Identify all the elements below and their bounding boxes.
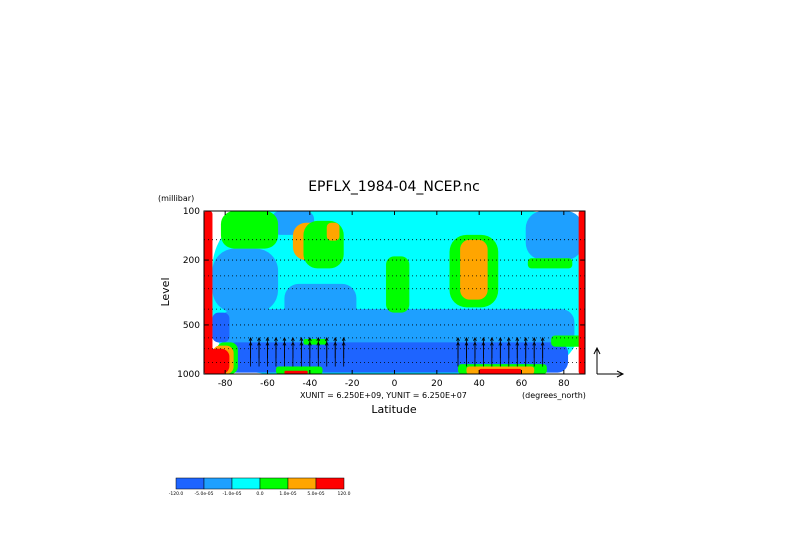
- chart-title: EPFLX_1984-04_NCEP.nc: [308, 179, 480, 195]
- ep-flux-vectors: [248, 336, 545, 367]
- vector-arrow-head: [523, 336, 528, 342]
- contour-region-16: [527, 258, 573, 269]
- vector-ref-vertical-head: [593, 346, 601, 355]
- x-tick-label: 20: [431, 379, 443, 389]
- x-tick-label: 60: [516, 379, 528, 389]
- vector-arrow-head: [324, 336, 329, 342]
- colorbar-label: -1.0e-05: [223, 491, 242, 497]
- contour-region-12: [326, 222, 340, 241]
- colorbar-label: 1.0e-05: [279, 491, 296, 497]
- vector-scale-text: XUNIT = 6.250E+09, YUNIT = 6.250E+07: [300, 391, 467, 400]
- contour-region-8: [212, 312, 230, 343]
- vector-arrow-head: [257, 336, 261, 342]
- y-tick-label: 1000: [177, 370, 200, 380]
- contour-region-15: [460, 239, 488, 300]
- y-axis-label: Level: [159, 277, 172, 306]
- x-tick-label: 80: [558, 379, 570, 389]
- colorbar-label: 5.0e-05: [307, 491, 324, 497]
- vector-arrow-head: [490, 336, 494, 342]
- y-tick-label: 100: [183, 207, 200, 217]
- x-unit-label: (degrees_north): [522, 391, 586, 400]
- vector-arrow-head: [333, 336, 338, 342]
- y-unit-label: (millibar): [158, 194, 194, 203]
- x-tick-label: -60: [260, 379, 275, 389]
- vector-arrow-head: [481, 336, 486, 342]
- colorbar-label: -5.0e-05: [195, 491, 214, 497]
- vector-arrow-head: [299, 336, 304, 342]
- colorbar-label: 120.0: [338, 491, 351, 497]
- contour-region-19: [284, 370, 308, 374]
- contour-region-4: [525, 211, 583, 261]
- contour-region-27: [204, 211, 213, 374]
- vector-arrow-head: [316, 336, 321, 342]
- colorbar-swatch: [175, 477, 205, 490]
- x-tick-label: -80: [218, 379, 233, 389]
- vector-arrow-head: [341, 336, 346, 342]
- contour-region-13: [386, 256, 410, 313]
- contour-region-26: [551, 335, 583, 347]
- colorbar-label: -120.0: [169, 491, 184, 497]
- vector-arrow-head: [456, 336, 460, 342]
- vector-arrow-head: [282, 336, 287, 342]
- vector-arrow-head: [307, 336, 312, 342]
- x-axis-ticks: -80 -60 -40 -20 0 20 40 60 80: [218, 211, 570, 389]
- colorbar-swatch: [203, 477, 233, 490]
- colorbar: -120.0 -5.0e-05 -1.0e-05 0.0 1.0e-05 5.0e-05 1…: [169, 477, 351, 497]
- vector-reference-arrows: [593, 346, 625, 378]
- y-tick-label: 200: [183, 256, 200, 266]
- contour-region-17: [303, 339, 327, 345]
- contour-region-9: [220, 211, 279, 249]
- colorbar-swatch: [287, 477, 317, 490]
- colorbar-label: 0.0: [256, 491, 263, 497]
- vector-arrow-head: [291, 336, 295, 342]
- vector-arrow-head: [540, 336, 545, 342]
- vector-arrow-head: [464, 336, 469, 342]
- vector-arrow-head: [498, 336, 503, 342]
- vector-arrow-head: [473, 336, 477, 342]
- contour-fill: [204, 211, 585, 374]
- colorbar-swatch: [259, 477, 289, 490]
- vector-arrow-head: [265, 336, 270, 342]
- plot-area: -80 -60 -40 -20 0 20 40 60 80 100 200 500 1000: [177, 207, 586, 389]
- vector-arrow-head: [274, 336, 278, 342]
- vector-arrow-head: [248, 336, 253, 342]
- x-tick-label: 0: [392, 379, 398, 389]
- vector-arrow-head: [506, 336, 511, 342]
- x-tick-label: 40: [473, 379, 485, 389]
- plot-frame: [203, 210, 586, 375]
- contour-region-1: [212, 248, 279, 313]
- vector-ref-horizontal-head: [616, 370, 625, 378]
- vector-arrow-head: [532, 336, 537, 342]
- colorbar-swatch: [231, 477, 261, 490]
- x-axis-label: Latitude: [371, 403, 417, 416]
- colorbar-swatch: [315, 477, 345, 490]
- x-tick-label: -20: [345, 379, 360, 389]
- x-tick-label: -40: [302, 379, 317, 389]
- vector-arrow-head: [515, 336, 520, 342]
- y-tick-label: 500: [183, 321, 200, 331]
- contour-region-28: [578, 211, 585, 374]
- contour-region-22: [479, 368, 522, 374]
